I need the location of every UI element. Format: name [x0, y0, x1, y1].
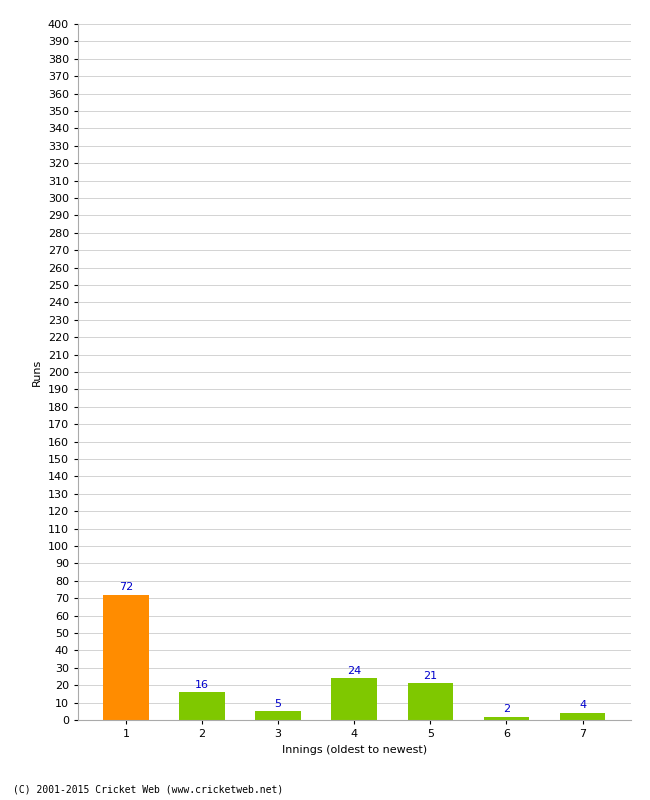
Text: 4: 4 [579, 701, 586, 710]
Y-axis label: Runs: Runs [32, 358, 42, 386]
Text: 5: 5 [275, 698, 281, 709]
Bar [179, 692, 225, 720]
Bar [103, 594, 149, 720]
Text: (C) 2001-2015 Cricket Web (www.cricketweb.net): (C) 2001-2015 Cricket Web (www.cricketwe… [13, 784, 283, 794]
Text: 72: 72 [119, 582, 133, 592]
Text: 21: 21 [423, 671, 437, 681]
X-axis label: Innings (oldest to newest): Innings (oldest to newest) [281, 745, 427, 754]
Bar [484, 717, 529, 720]
Bar [560, 713, 605, 720]
Text: 16: 16 [195, 679, 209, 690]
Text: 2: 2 [503, 704, 510, 714]
Bar [255, 711, 301, 720]
Text: 24: 24 [347, 666, 361, 676]
Bar [408, 683, 453, 720]
Bar [332, 678, 377, 720]
